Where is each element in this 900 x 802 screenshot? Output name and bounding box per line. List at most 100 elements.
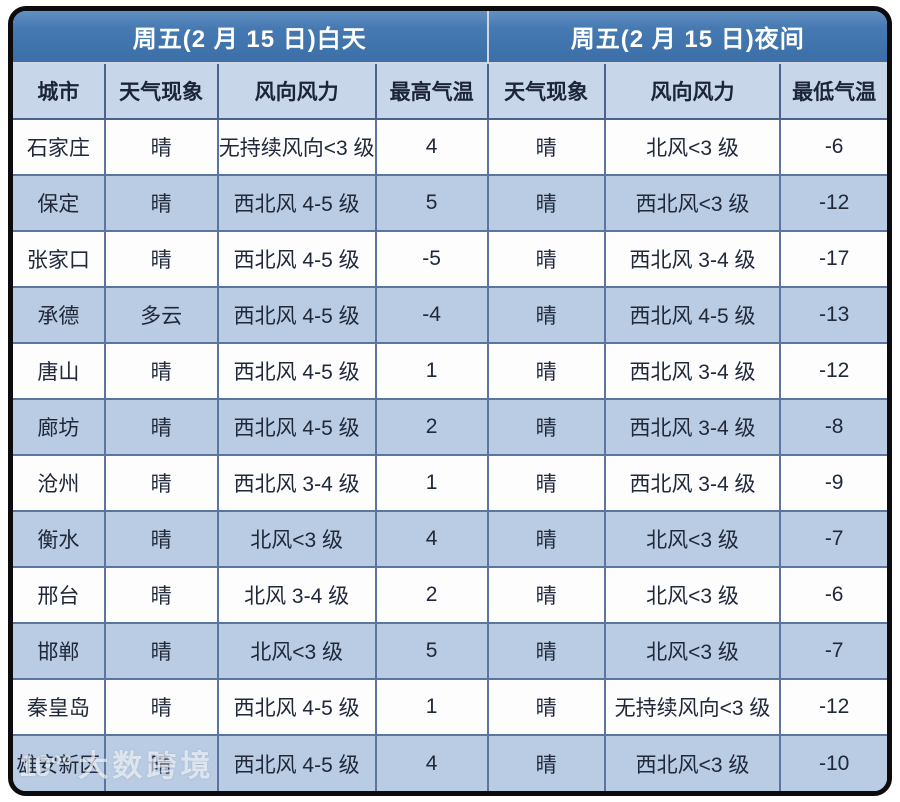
cell-day-wind: 北风<3 级 xyxy=(216,510,377,568)
cell-day-high: 2 xyxy=(374,398,489,456)
cell-city: 邢台 xyxy=(13,566,106,624)
col-header-day-wind: 风向风力 xyxy=(216,62,377,120)
cell-day-weather: 晴 xyxy=(103,230,219,288)
table-row: 承德 多云 西北风 4-5 级 -4 晴西北风 4-5 级 -13 xyxy=(13,286,887,344)
cell-night-low: -12 xyxy=(779,678,887,736)
cell-city: 唐山 xyxy=(13,342,106,400)
cell-night-low: -8 xyxy=(779,398,887,456)
cell-day-high: 5 xyxy=(374,174,489,232)
cell-day-high: 1 xyxy=(374,454,489,512)
col-header-low-temp: 最低气温 xyxy=(779,62,887,120)
table-row: 雄安新区晴西北风 4-5 级 4 晴西北风<3 级 -10 xyxy=(13,734,887,791)
cell-day-high: 4 xyxy=(374,118,489,176)
cell-night-wind: 北风<3 级 xyxy=(603,622,782,680)
table-row: 保定晴西北风 4-5 级 5 晴西北风<3 级 -12 xyxy=(13,174,887,232)
cell-day-wind: 西北风 4-5 级 xyxy=(216,342,377,400)
cell-city: 衡水 xyxy=(13,510,106,568)
col-header-night-wind: 风向风力 xyxy=(603,62,782,120)
table-row: 石家庄晴无持续风向<3 级 4 晴北风<3 级 -6 xyxy=(13,118,887,176)
table-row: 邯郸晴北风<3 级 5 晴北风<3 级 -7 xyxy=(13,622,887,680)
cell-day-high: -4 xyxy=(374,286,489,344)
table-row: 廊坊晴西北风 4-5 级 2 晴西北风 3-4 级 -8 xyxy=(13,398,887,456)
cell-day-weather: 晴 xyxy=(103,622,219,680)
cell-day-wind: 西北风 4-5 级 xyxy=(216,174,377,232)
cell-day-wind: 西北风 4-5 级 xyxy=(216,678,377,736)
cell-night-low: -12 xyxy=(779,342,887,400)
cell-night-low: -7 xyxy=(779,510,887,568)
cell-day-weather: 晴 xyxy=(103,454,219,512)
cell-day-weather: 晴 xyxy=(103,174,219,232)
cell-day-weather: 晴 xyxy=(103,118,219,176)
cell-night-low: -6 xyxy=(779,118,887,176)
cell-night-weather: 晴 xyxy=(486,566,606,624)
cell-city: 雄安新区 xyxy=(13,734,106,791)
cell-night-weather: 晴 xyxy=(486,622,606,680)
cell-night-wind: 北风<3 级 xyxy=(603,510,782,568)
cell-night-wind: 北风<3 级 xyxy=(603,566,782,624)
cell-night-wind: 西北风 3-4 级 xyxy=(603,398,782,456)
col-header-night-weather: 天气现象 xyxy=(486,62,606,120)
cell-night-wind: 西北风<3 级 xyxy=(603,174,782,232)
cell-night-weather: 晴 xyxy=(486,734,606,791)
cell-city: 张家口 xyxy=(13,230,106,288)
cell-night-weather: 晴 xyxy=(486,510,606,568)
cell-night-weather: 晴 xyxy=(486,286,606,344)
cell-day-weather: 晴 xyxy=(103,510,219,568)
cell-night-weather: 晴 xyxy=(486,230,606,288)
cell-city: 保定 xyxy=(13,174,106,232)
cell-night-weather: 晴 xyxy=(486,174,606,232)
table-row: 邢台晴北风 3-4 级 2 晴北风<3 级 -6 xyxy=(13,566,887,624)
column-header-row: 城市 天气现象 风向风力 最高气温 天气现象 风向风力 最低气温 xyxy=(13,62,887,120)
cell-night-wind: 无持续风向<3 级 xyxy=(603,678,782,736)
period-header-row: 周五(2 月 15 日)白天 周五(2 月 15 日)夜间 xyxy=(13,11,887,64)
cell-day-wind: 西北风 3-4 级 xyxy=(216,454,377,512)
cell-night-low: -12 xyxy=(779,174,887,232)
cell-night-low: -6 xyxy=(779,566,887,624)
cell-night-low: -7 xyxy=(779,622,887,680)
cell-night-wind: 西北风 3-4 级 xyxy=(603,342,782,400)
cell-day-high: 1 xyxy=(374,678,489,736)
cell-night-wind: 西北风 3-4 级 xyxy=(603,230,782,288)
table-body: 石家庄晴无持续风向<3 级 4 晴北风<3 级 -6 保定晴西北风 4-5 级 5 晴西北风… xyxy=(13,118,887,791)
cell-night-low: -10 xyxy=(779,734,887,791)
cell-day-high: 1 xyxy=(374,342,489,400)
cell-night-low: -9 xyxy=(779,454,887,512)
cell-night-wind: 北风<3 级 xyxy=(603,118,782,176)
cell-day-wind: 西北风 4-5 级 xyxy=(216,398,377,456)
cell-city: 廊坊 xyxy=(13,398,106,456)
day-period-header: 周五(2 月 15 日)白天 xyxy=(13,11,489,64)
cell-day-high: -5 xyxy=(374,230,489,288)
table-row: 唐山晴西北风 4-5 级 1 晴西北风 3-4 级 -12 xyxy=(13,342,887,400)
cell-night-low: -17 xyxy=(779,230,887,288)
cell-day-wind: 西北风 4-5 级 xyxy=(216,230,377,288)
cell-day-wind: 北风<3 级 xyxy=(216,622,377,680)
cell-city: 沧州 xyxy=(13,454,106,512)
cell-night-weather: 晴 xyxy=(486,454,606,512)
night-period-header: 周五(2 月 15 日)夜间 xyxy=(486,11,887,64)
cell-night-weather: 晴 xyxy=(486,678,606,736)
cell-day-weather: 多云 xyxy=(103,286,219,344)
cell-night-weather: 晴 xyxy=(486,398,606,456)
cell-city: 秦皇岛 xyxy=(13,678,106,736)
col-header-day-weather: 天气现象 xyxy=(103,62,219,120)
cell-day-high: 2 xyxy=(374,566,489,624)
cell-city: 石家庄 xyxy=(13,118,106,176)
cell-day-weather: 晴 xyxy=(103,398,219,456)
cell-city: 邯郸 xyxy=(13,622,106,680)
weather-table: 周五(2 月 15 日)白天 周五(2 月 15 日)夜间 城市 天气现象 风向… xyxy=(13,11,887,791)
cell-day-weather: 晴 xyxy=(103,342,219,400)
cell-day-wind: 无持续风向<3 级 xyxy=(216,118,377,176)
cell-day-weather: 晴 xyxy=(103,566,219,624)
table-row: 秦皇岛晴西北风 4-5 级 1 晴无持续风向<3 级 -12 xyxy=(13,678,887,736)
cell-city: 承德 xyxy=(13,286,106,344)
cell-night-wind: 西北风 4-5 级 xyxy=(603,286,782,344)
cell-day-high: 5 xyxy=(374,622,489,680)
cell-night-low: -13 xyxy=(779,286,887,344)
table-row: 衡水晴北风<3 级 4 晴北风<3 级 -7 xyxy=(13,510,887,568)
col-header-city: 城市 xyxy=(13,62,106,120)
table-row: 张家口晴西北风 4-5 级 -5 晴西北风 3-4 级 -17 xyxy=(13,230,887,288)
cell-day-weather: 晴 xyxy=(103,678,219,736)
table-row: 沧州晴西北风 3-4 级 1 晴西北风 3-4 级 -9 xyxy=(13,454,887,512)
cell-day-weather: 晴 xyxy=(103,734,219,791)
cell-night-wind: 西北风<3 级 xyxy=(603,734,782,791)
